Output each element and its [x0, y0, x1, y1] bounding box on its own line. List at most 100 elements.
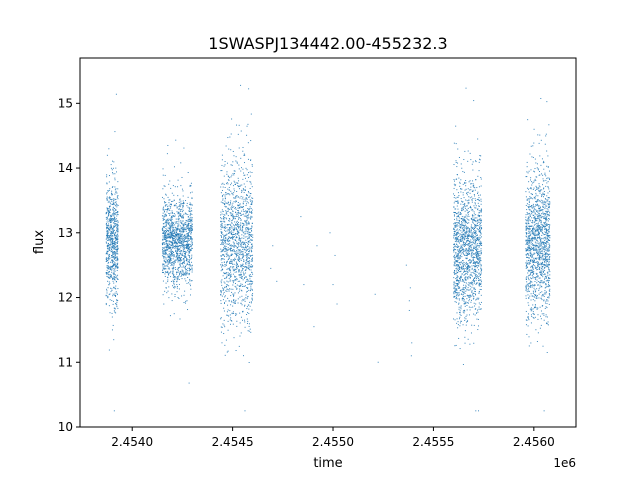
data-point [541, 234, 543, 236]
data-point [187, 244, 189, 246]
data-point [475, 207, 477, 209]
data-point [455, 273, 457, 275]
data-point [459, 239, 461, 241]
data-point [458, 318, 460, 320]
data-point [164, 205, 166, 207]
data-point [466, 217, 468, 219]
data-point [232, 229, 234, 231]
data-point [113, 210, 115, 212]
data-point [114, 279, 116, 281]
data-point [453, 265, 455, 267]
data-point [171, 251, 173, 253]
data-point [167, 270, 169, 272]
data-point [246, 254, 248, 256]
data-point [460, 237, 462, 239]
data-point [187, 234, 189, 236]
data-point [181, 188, 183, 190]
data-point [223, 319, 225, 321]
data-point [476, 220, 478, 222]
data-point [464, 268, 466, 270]
data-point [229, 288, 231, 290]
data-point [479, 215, 481, 216]
data-point [191, 239, 193, 241]
data-point [468, 202, 470, 204]
data-point [114, 186, 116, 188]
data-point [168, 253, 170, 255]
data-point [186, 243, 188, 245]
data-point [469, 266, 471, 268]
data-point [549, 294, 551, 296]
data-point [245, 276, 247, 278]
data-point [463, 230, 465, 232]
data-point [185, 248, 187, 249]
data-point [245, 228, 247, 230]
data-point [457, 215, 459, 217]
data-point [181, 243, 183, 245]
data-point [247, 246, 249, 248]
data-point [242, 208, 244, 210]
data-point [169, 203, 171, 205]
data-point [113, 263, 115, 265]
data-point [548, 214, 550, 216]
data-point [107, 212, 109, 214]
data-point [186, 241, 188, 243]
data-point [462, 279, 464, 281]
data-point [464, 229, 466, 231]
data-point [236, 124, 238, 126]
data-point [178, 283, 180, 285]
data-point [226, 193, 228, 195]
data-point [111, 238, 113, 240]
data-point [250, 218, 252, 220]
data-point [185, 213, 187, 215]
data-point [190, 285, 191, 287]
data-point [242, 298, 244, 300]
data-point [116, 266, 118, 268]
data-point [223, 203, 225, 205]
data-point [115, 303, 117, 305]
data-point [181, 220, 183, 222]
data-point [226, 288, 228, 290]
data-point [171, 216, 173, 218]
data-point [172, 270, 174, 272]
data-point [166, 243, 168, 245]
data-point [223, 261, 225, 263]
data-point [113, 251, 115, 253]
data-point [470, 246, 472, 248]
data-point [163, 268, 165, 270]
data-point [113, 230, 114, 232]
data-point [107, 267, 109, 269]
data-point [116, 250, 118, 252]
data-point [477, 265, 479, 267]
data-point [174, 236, 176, 238]
data-point [229, 255, 231, 257]
data-point [237, 185, 239, 187]
data-point [469, 276, 471, 278]
data-point [114, 179, 116, 181]
data-point [469, 298, 471, 300]
data-point [188, 251, 190, 253]
data-point [231, 223, 233, 225]
data-point [454, 230, 456, 232]
data-point [166, 229, 168, 231]
data-point [460, 244, 462, 246]
data-point [230, 237, 232, 239]
data-point [164, 215, 166, 217]
data-point [478, 246, 480, 248]
data-point [165, 282, 167, 284]
data-point [109, 219, 111, 221]
data-point [476, 224, 478, 226]
data-point [534, 189, 536, 191]
data-point [111, 250, 113, 252]
data-point [177, 245, 179, 247]
data-point [115, 295, 117, 297]
data-point [221, 295, 223, 297]
data-point [163, 247, 165, 249]
data-point [109, 257, 111, 259]
data-point [245, 212, 247, 214]
data-point [239, 212, 241, 214]
data-point [454, 234, 456, 236]
data-point [224, 265, 226, 267]
data-point [239, 285, 241, 287]
data-point [248, 241, 250, 243]
data-point [175, 233, 177, 235]
